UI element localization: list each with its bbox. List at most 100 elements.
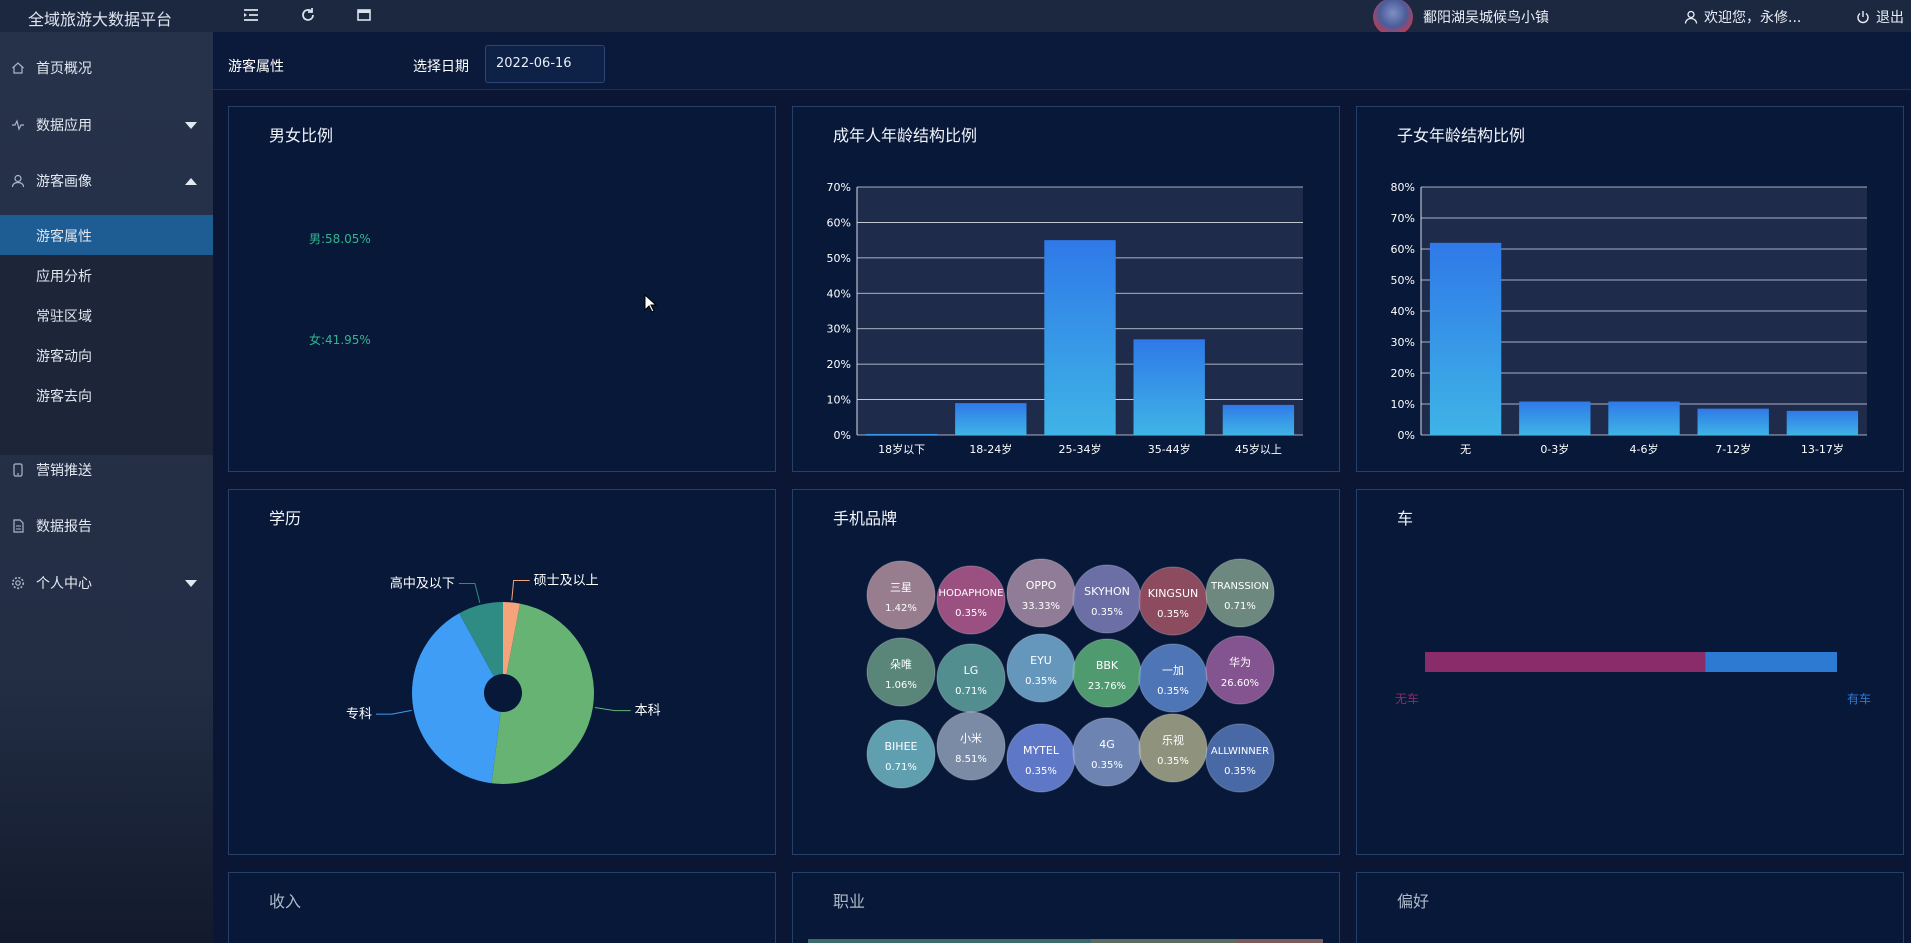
gear-icon <box>11 576 25 590</box>
no-car-label: 无车 <box>1395 692 1420 706</box>
sidebar-item-label: 游客画像 <box>36 174 92 190</box>
job-bar-segment <box>1235 939 1323 943</box>
sidebar-subitem-resident-area[interactable]: 常驻区域 <box>0 295 213 335</box>
panel-job: 职业 <box>792 872 1340 943</box>
fullscreen-icon[interactable] <box>354 6 374 26</box>
pie-slice <box>412 613 501 784</box>
x-tick-label: 7-12岁 <box>1715 442 1751 456</box>
bubble <box>1072 638 1142 708</box>
y-tick-label: 30% <box>827 323 851 336</box>
bubble <box>1138 566 1208 636</box>
menu-fold-icon[interactable] <box>241 6 261 26</box>
bubble-name: 4G <box>1099 738 1115 751</box>
bubble-name: HODAPHONE <box>939 588 1004 599</box>
x-tick-label: 4-6岁 <box>1630 442 1659 456</box>
sidebar-item-label: 数据报告 <box>36 519 92 535</box>
place-avatar <box>1373 0 1413 36</box>
bubble <box>1138 643 1208 713</box>
bubble <box>866 560 936 630</box>
panel-income: 收入 <box>228 872 776 943</box>
sidebar-item-visitor-profile[interactable]: 游客画像 <box>0 161 213 201</box>
x-tick-label: 18岁以下 <box>878 442 925 456</box>
bubble-value: 0.35% <box>955 608 987 619</box>
bubble-name: OPPO <box>1026 579 1057 592</box>
power-icon <box>1857 11 1869 24</box>
bubble-name: LG <box>964 664 979 677</box>
male-ratio-label: 男:58.05% <box>309 232 371 246</box>
bubble-value: 1.06% <box>885 680 917 691</box>
bar <box>865 433 938 435</box>
bar <box>1133 339 1205 435</box>
bubble <box>1006 633 1076 703</box>
car-stacked-bar-chart <box>1425 652 1837 672</box>
pie-label: 本科 <box>635 704 661 719</box>
sidebar: 首页概况 数据应用 游客画像 游客属性 应用分析 常驻区域 游客动向 游客去向 … <box>0 32 213 943</box>
content-header: 游客属性 选择日期 2022-06-16 <box>213 32 1911 90</box>
sidebar-item-reports[interactable]: 数据报告 <box>0 506 213 546</box>
logout-button[interactable]: 退出 <box>1856 7 1904 27</box>
panel-title: 车 <box>1397 509 1414 528</box>
panel-adult-age: 成年人年龄结构比例 0% 10% 20% 30% 40% 50% 60% 70% 18岁以下 18… <box>792 106 1340 472</box>
panel-car: 车 无车 有车 <box>1356 489 1904 855</box>
sidebar-item-data-apps[interactable]: 数据应用 <box>0 105 213 145</box>
refresh-icon[interactable] <box>298 6 318 26</box>
sidebar-item-personal-center[interactable]: 个人中心 <box>0 563 213 603</box>
y-tick-label: 10% <box>827 394 851 407</box>
bubble-name: SKYHON <box>1084 585 1130 598</box>
x-tick-label: 无 <box>1460 443 1471 456</box>
adult-age-bar-chart: 0% 10% 20% 30% 40% 50% 60% 70% 18岁以下 18-24岁 25-34岁… <box>827 181 1303 456</box>
y-tick-label: 60% <box>1391 243 1415 256</box>
sidebar-item-home[interactable]: 首页概况 <box>0 48 213 88</box>
sidebar-subitem-visitor-movement[interactable]: 游客动向 <box>0 335 213 375</box>
bubble-name: 三星 <box>890 581 912 594</box>
bubble <box>936 565 1006 635</box>
x-tick-label: 45岁以上 <box>1235 442 1282 456</box>
sidebar-subitem-app-analysis[interactable]: 应用分析 <box>0 255 213 295</box>
bubble-value: 0.35% <box>1025 766 1057 777</box>
female-ratio-label: 女:41.95% <box>309 333 371 347</box>
sidebar-subitem-visitor-destination[interactable]: 游客去向 <box>0 375 213 415</box>
pie-label: 高中及以下 <box>390 576 455 592</box>
x-tick-label: 18-24岁 <box>969 442 1012 456</box>
date-picker[interactable]: 2022-06-16 <box>485 45 605 83</box>
y-tick-label: 20% <box>827 358 851 371</box>
pie-leader-line <box>594 707 631 712</box>
panel-child-age: 子女年龄结构比例 0% 10% 20% 30% 40% 50% 60% 70% 80% 无 0-3岁… <box>1356 106 1904 472</box>
y-tick-label: 30% <box>1391 336 1415 349</box>
panel-gender: 男女比例 男:58.05% 女:41.95% <box>228 106 776 472</box>
bubble <box>1006 723 1076 793</box>
welcome-text: 欢迎您，永修... <box>1704 10 1802 26</box>
y-tick-label: 80% <box>1391 181 1415 194</box>
pie-leader-line <box>458 583 481 604</box>
sidebar-item-marketing[interactable]: 营销推送 <box>0 450 213 490</box>
y-tick-label: 50% <box>827 252 851 265</box>
bubble <box>866 637 936 707</box>
panel-phone-brand: 手机品牌 三星 1.42% HODAPHONE 0.35% OPPO 33.33% SKYH… <box>792 489 1340 855</box>
report-icon <box>11 519 25 533</box>
sidebar-item-label: 首页概况 <box>36 61 92 77</box>
bubble-name: EYU <box>1030 654 1052 667</box>
pie-leader-line <box>511 580 530 601</box>
y-tick-label: 40% <box>1391 305 1415 318</box>
bubble-value: 0.71% <box>1224 601 1256 612</box>
sidebar-subitem-visitor-attributes[interactable]: 游客属性 <box>0 215 213 255</box>
bar <box>1786 410 1859 435</box>
welcome-user[interactable]: 欢迎您，永修... <box>1684 7 1801 27</box>
chevron-down-icon <box>185 121 197 129</box>
submenu-visitor-profile: 游客属性 应用分析 常驻区域 游客动向 游客去向 <box>0 215 213 455</box>
panel-title: 偏好 <box>1397 892 1430 911</box>
logout-label: 退出 <box>1876 10 1904 26</box>
x-tick-label: 25-34岁 <box>1059 442 1102 456</box>
bubble-value: 0.35% <box>1224 766 1256 777</box>
place-name: 鄱阳湖吴城候鸟小镇 <box>1423 10 1549 26</box>
panel-education: 学历 硕士及以上 本科 专科 高中及以下 <box>228 489 776 855</box>
x-tick-label: 0-3岁 <box>1540 442 1569 456</box>
bubble-value: 0.35% <box>1025 676 1057 687</box>
bubble <box>1205 558 1275 628</box>
bubble-value: 0.35% <box>1091 760 1123 771</box>
bar <box>1608 401 1680 435</box>
bubble-value: 1.42% <box>885 603 917 614</box>
pie-slice <box>503 602 521 675</box>
y-tick-label: 0% <box>834 429 851 442</box>
job-bar-segment <box>808 939 1091 943</box>
